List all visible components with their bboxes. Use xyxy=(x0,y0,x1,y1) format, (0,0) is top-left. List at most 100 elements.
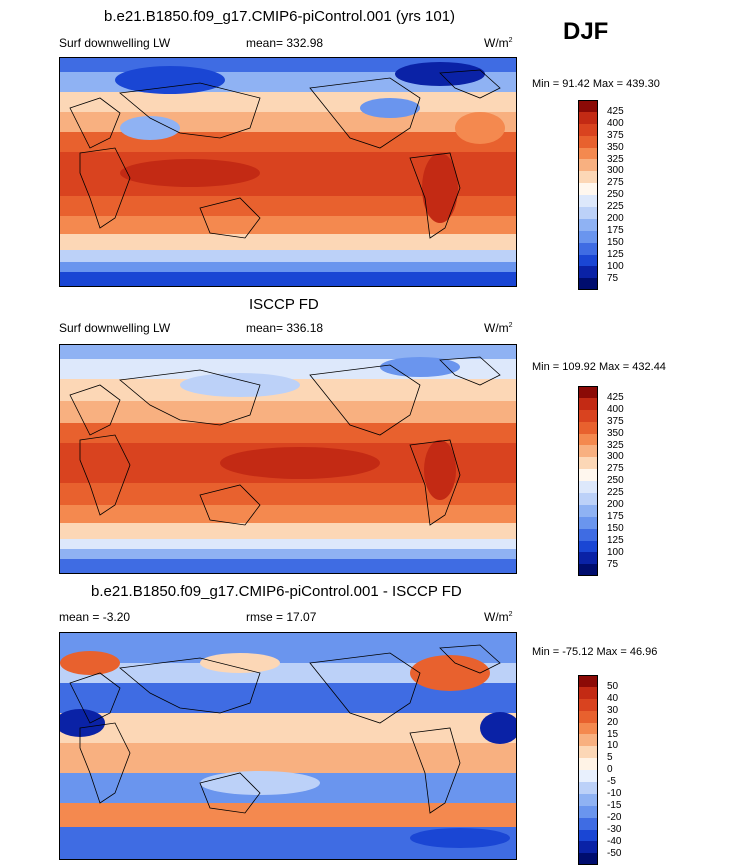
colorbar-swatch xyxy=(578,171,598,184)
colorbar-tick-label: -20 xyxy=(607,811,622,823)
panel3-mean: mean = -3.20 xyxy=(59,610,131,624)
panel1-minmax: Min = 91.42 Max = 439.30 xyxy=(532,78,660,90)
colorbar-swatch xyxy=(578,504,598,517)
panel1-title: b.e21.B1850.f09_g17.CMIP6-piControl.001 … xyxy=(104,8,456,25)
colorbar-tick-label: 250 xyxy=(607,475,624,487)
colorbar-swatch xyxy=(578,433,598,446)
colorbar-swatch xyxy=(578,552,598,565)
colorbar-swatch xyxy=(578,540,598,553)
colorbar-tick-label: 375 xyxy=(607,129,624,141)
colorbar-tick-label: 425 xyxy=(607,105,624,117)
colorbar-tick-label: 40 xyxy=(607,692,619,704)
colorbar-swatch xyxy=(578,722,598,735)
colorbar-swatch xyxy=(578,123,598,136)
colorbar-tick-label: 10 xyxy=(607,740,619,752)
colorbar-swatch xyxy=(578,841,598,854)
panel3-minmax: Min = -75.12 Max = 46.96 xyxy=(532,646,658,658)
colorbar-swatch xyxy=(578,135,598,148)
panel2-units: W/m2 xyxy=(484,321,513,335)
panel3-units: W/m2 xyxy=(484,610,513,624)
colorbar-swatch xyxy=(578,266,598,279)
colorbar-swatch xyxy=(578,758,598,771)
panel1-map xyxy=(59,57,517,287)
colorbar-tick-label: 20 xyxy=(607,716,619,728)
colorbar-swatch xyxy=(578,675,598,687)
season-label: DJF xyxy=(563,18,609,45)
panel3-rmse: rmse = 17.07 xyxy=(246,610,317,624)
panel1-mean: mean= 332.98 xyxy=(246,36,324,50)
colorbar-swatch xyxy=(578,409,598,422)
panel1-colorbar xyxy=(578,100,598,291)
colorbar-tick-label: 125 xyxy=(607,534,624,546)
colorbar-tick-label: 325 xyxy=(607,153,624,165)
colorbar-swatch xyxy=(578,829,598,842)
colorbar-swatch xyxy=(578,481,598,494)
colorbar-tick-label: 150 xyxy=(607,236,624,248)
colorbar-swatch xyxy=(578,207,598,219)
colorbar-tick-label: 275 xyxy=(607,463,624,475)
colorbar-swatch xyxy=(578,469,598,482)
colorbar-tick-label: 350 xyxy=(607,141,624,153)
colorbar-swatch xyxy=(578,686,598,699)
colorbar-tick-label: 50 xyxy=(607,680,619,692)
panel1-units: W/m2 xyxy=(484,36,513,50)
colorbar-tick-label: 400 xyxy=(607,117,624,129)
colorbar-swatch xyxy=(578,218,598,231)
colorbar-tick-label: 225 xyxy=(607,487,624,499)
panel1-variable: Surf downwelling LW xyxy=(59,36,171,50)
colorbar-swatch xyxy=(578,254,598,267)
colorbar-tick-label: 275 xyxy=(607,177,624,189)
colorbar-tick-label: 30 xyxy=(607,704,619,716)
colorbar-tick-label: -30 xyxy=(607,823,622,835)
colorbar-swatch xyxy=(578,183,598,196)
colorbar-tick-label: -10 xyxy=(607,788,622,799)
colorbar-tick-label: 325 xyxy=(607,439,624,451)
colorbar-swatch xyxy=(578,853,598,865)
colorbar-swatch xyxy=(578,147,598,160)
colorbar-tick-label: 225 xyxy=(607,201,624,213)
colorbar-swatch xyxy=(578,111,598,124)
panel2-map-svg xyxy=(60,345,516,573)
colorbar-swatch xyxy=(578,230,598,243)
colorbar-tick-label: 200 xyxy=(607,213,624,224)
colorbar-swatch xyxy=(578,746,598,759)
colorbar-swatch xyxy=(578,493,598,505)
colorbar-tick-label: 375 xyxy=(607,415,624,427)
colorbar-tick-label: 250 xyxy=(607,189,624,201)
colorbar-tick-label: 300 xyxy=(607,165,624,177)
colorbar-tick-label: -15 xyxy=(607,799,622,811)
panel2-title: ISCCP FD xyxy=(249,296,319,313)
panel1-map-svg xyxy=(60,58,516,286)
colorbar-tick-label: -50 xyxy=(607,847,622,859)
colorbar-swatch xyxy=(578,698,598,711)
panel2-mean: mean= 336.18 xyxy=(246,321,324,335)
panel2-variable: Surf downwelling LW xyxy=(59,321,171,335)
colorbar-swatch xyxy=(578,386,598,398)
colorbar-swatch xyxy=(578,457,598,470)
colorbar-swatch xyxy=(578,445,598,458)
panel3-title: b.e21.B1850.f09_g17.CMIP6-piControl.001 … xyxy=(91,583,462,600)
colorbar-swatch xyxy=(578,421,598,434)
colorbar-swatch xyxy=(578,770,598,783)
colorbar-tick-label: 200 xyxy=(607,499,624,510)
panel2-colorbar xyxy=(578,386,598,577)
colorbar-swatch xyxy=(578,528,598,541)
colorbar-tick-label: 300 xyxy=(607,451,624,463)
colorbar-swatch xyxy=(578,278,598,291)
colorbar-swatch xyxy=(578,100,598,112)
colorbar-tick-label: 350 xyxy=(607,427,624,439)
colorbar-swatch xyxy=(578,195,598,208)
colorbar-tick-label: 100 xyxy=(607,546,624,558)
colorbar-tick-label: 5 xyxy=(607,752,613,764)
panel2-map xyxy=(59,344,517,574)
colorbar-swatch xyxy=(578,397,598,410)
colorbar-tick-label: 400 xyxy=(607,403,624,415)
panel3-map xyxy=(59,632,517,860)
colorbar-tick-label: -40 xyxy=(607,835,622,847)
colorbar-swatch xyxy=(578,242,598,255)
colorbar-swatch xyxy=(578,782,598,794)
colorbar-tick-label: 100 xyxy=(607,260,624,272)
colorbar-tick-label: 150 xyxy=(607,522,624,534)
colorbar-swatch xyxy=(578,159,598,172)
colorbar-tick-label: -5 xyxy=(607,776,616,788)
